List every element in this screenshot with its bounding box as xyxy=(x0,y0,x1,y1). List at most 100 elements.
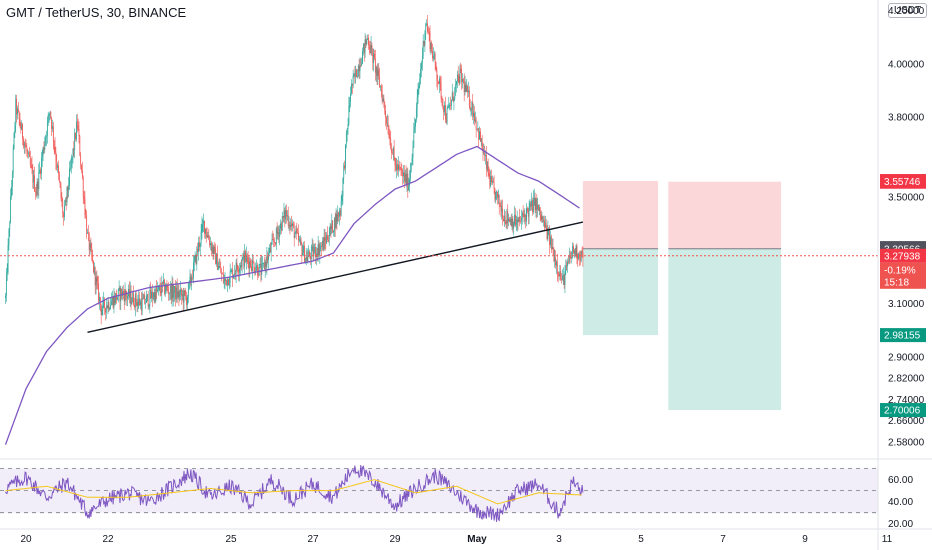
candle-body xyxy=(177,291,179,298)
candle-217 xyxy=(189,269,191,289)
candle-body xyxy=(107,302,109,309)
candle-body xyxy=(579,253,580,258)
candle-body xyxy=(358,65,360,72)
candle-body xyxy=(516,219,518,225)
candle-body xyxy=(82,177,84,197)
candle-body xyxy=(504,215,506,222)
candle-500 xyxy=(431,40,433,54)
candle-625 xyxy=(538,204,539,212)
candle-290 xyxy=(251,253,253,280)
candle-body xyxy=(399,166,401,169)
candle-24 xyxy=(24,138,26,154)
candle-406 xyxy=(351,79,352,96)
candle-body xyxy=(280,223,282,231)
candle-102 xyxy=(91,242,93,262)
candle-body xyxy=(318,244,320,255)
candle-137 xyxy=(121,288,123,300)
candle-body xyxy=(522,213,524,215)
candle-body xyxy=(356,69,357,77)
candle-body xyxy=(251,266,252,271)
candle-443 xyxy=(382,94,384,103)
candle-91 xyxy=(81,161,83,180)
candle-31 xyxy=(30,158,32,169)
candle-body xyxy=(214,246,216,249)
candle-440 xyxy=(380,85,381,92)
price-tick-label: 2.58000 xyxy=(888,438,925,449)
candle-body xyxy=(382,98,384,102)
candle-479 xyxy=(413,122,415,149)
candle-body xyxy=(348,105,350,125)
candle-body xyxy=(156,287,158,292)
candle-body xyxy=(108,302,110,310)
candle-337 xyxy=(292,219,293,232)
candle-106 xyxy=(94,266,96,295)
candle-278 xyxy=(241,257,243,274)
candle-body xyxy=(141,298,143,311)
candle-120 xyxy=(106,304,108,309)
candle-547 xyxy=(471,100,473,116)
candle-body xyxy=(11,186,12,197)
candle-186 xyxy=(163,272,164,287)
candle-body xyxy=(168,290,170,295)
candle-body xyxy=(491,176,492,183)
candle-321 xyxy=(278,226,280,244)
candle-body xyxy=(242,254,244,259)
currency-button[interactable]: USDT xyxy=(888,3,928,18)
candle-body xyxy=(509,218,510,222)
candle-82 xyxy=(74,128,76,159)
candle-222 xyxy=(193,255,195,272)
candle-187 xyxy=(163,278,165,296)
candle-body xyxy=(225,278,227,280)
candle-body xyxy=(209,239,211,246)
candle-body xyxy=(81,164,82,171)
candle-body xyxy=(181,289,182,296)
candle-41 xyxy=(39,161,41,174)
candle-498 xyxy=(429,25,431,53)
candle-403 xyxy=(348,96,350,127)
candle-285 xyxy=(247,251,249,269)
candle-body xyxy=(240,265,242,267)
candle-body xyxy=(429,32,431,50)
candle-body xyxy=(131,301,133,304)
candle-521 xyxy=(449,102,451,111)
candle-281 xyxy=(244,243,246,276)
candle-body xyxy=(321,240,323,247)
candle-body xyxy=(564,270,566,285)
candle-387 xyxy=(334,212,336,237)
candle-body xyxy=(143,295,145,300)
candle-613 xyxy=(527,207,529,225)
candle-body xyxy=(542,216,544,222)
candle-543 xyxy=(468,81,469,97)
candle-body xyxy=(121,289,123,297)
candle-64 xyxy=(58,171,60,183)
candle-232 xyxy=(202,218,204,233)
candle-377 xyxy=(326,232,328,245)
candle-238 xyxy=(207,231,209,239)
candle-619 xyxy=(532,190,534,215)
candle-47 xyxy=(44,136,46,154)
candle-body xyxy=(503,218,504,222)
candle-202 xyxy=(176,278,178,304)
candle-618 xyxy=(532,197,533,216)
candle-214 xyxy=(187,294,188,310)
candle-body xyxy=(311,246,313,248)
candle-body xyxy=(185,293,187,297)
candle-body xyxy=(111,296,113,302)
candle-279 xyxy=(242,252,244,261)
candle-body xyxy=(552,247,554,250)
candle-350 xyxy=(303,241,305,257)
candle-89 xyxy=(80,152,82,170)
candle-body xyxy=(228,278,229,286)
candle-body xyxy=(549,229,551,246)
candle-110 xyxy=(98,275,100,305)
candle-body xyxy=(95,277,97,286)
candle-body xyxy=(92,256,94,261)
candle-body xyxy=(394,157,396,166)
candle-142 xyxy=(125,289,127,301)
candle-body xyxy=(390,138,392,149)
candle-body xyxy=(545,222,547,229)
candle-body xyxy=(452,92,454,102)
candle-body xyxy=(257,265,258,276)
candle-body xyxy=(151,291,152,299)
